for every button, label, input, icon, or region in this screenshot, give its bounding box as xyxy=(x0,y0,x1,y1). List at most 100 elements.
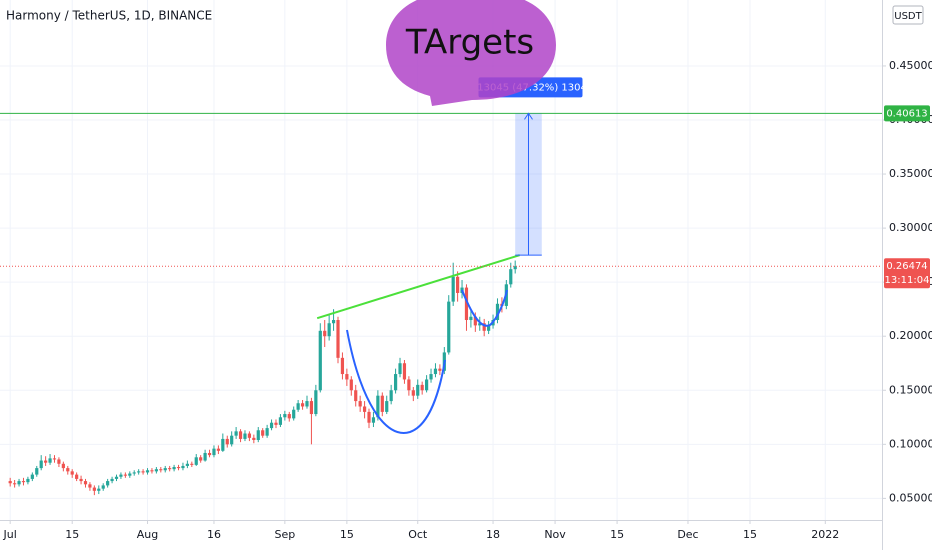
trendline xyxy=(316,254,520,320)
x-tick-label: Aug xyxy=(137,528,158,541)
candle-body xyxy=(482,323,486,331)
candle-body xyxy=(349,379,353,391)
chart-title: Harmony / TetherUS, 1D, BINANCE xyxy=(6,9,212,23)
candle-body xyxy=(402,363,407,380)
last-price-label: 0.26474 xyxy=(886,261,927,272)
candle-body xyxy=(234,431,238,436)
candle-body xyxy=(190,463,194,465)
candle-body xyxy=(150,470,154,472)
annotation-text: TArgets xyxy=(405,23,534,63)
candle-body xyxy=(83,481,88,485)
candle-body xyxy=(287,414,291,419)
candle-body xyxy=(159,469,163,471)
x-tick-label: Oct xyxy=(408,528,428,541)
candle-body xyxy=(362,406,367,412)
y-tick-label: 0.45000 xyxy=(889,59,932,72)
candle-body xyxy=(283,414,287,418)
candle-body xyxy=(57,459,61,464)
candle-body xyxy=(66,468,70,472)
candle-body xyxy=(487,325,491,331)
candle-body xyxy=(331,320,336,324)
x-tick-label: 15 xyxy=(340,528,354,541)
candle-body xyxy=(88,484,92,488)
candle-body xyxy=(318,330,322,391)
candle-body xyxy=(79,478,83,482)
candle-body xyxy=(212,448,216,456)
projection-label: 0.13045 (47.32%) 13045 xyxy=(468,82,593,93)
candle-body xyxy=(238,431,243,439)
candle-body xyxy=(345,374,349,380)
candle-body xyxy=(456,276,460,293)
candle-body xyxy=(398,363,402,375)
candle-body xyxy=(75,474,79,479)
candle-body xyxy=(393,374,398,391)
candle-body xyxy=(168,468,172,470)
candle-body xyxy=(185,463,189,466)
candle-body xyxy=(132,472,136,474)
unit-label: USDT xyxy=(894,11,922,22)
candle-body xyxy=(176,467,181,469)
candle-body xyxy=(154,469,158,472)
candle-body xyxy=(30,474,34,479)
candle-body xyxy=(420,384,424,391)
candle-body xyxy=(199,457,203,461)
y-tick-label: 0.30000 xyxy=(889,221,932,234)
candle-body xyxy=(438,368,442,371)
candle-body xyxy=(340,357,345,375)
candle-body xyxy=(305,401,309,407)
candle-body xyxy=(425,379,429,391)
candle-body xyxy=(309,401,314,415)
candle-body xyxy=(274,422,278,425)
candle-body xyxy=(8,481,12,484)
candle-body xyxy=(411,390,415,396)
candle-body xyxy=(194,457,198,465)
x-tick-label: Sep xyxy=(274,528,295,541)
x-tick-label: 15 xyxy=(610,528,624,541)
x-tick-label: 16 xyxy=(207,528,221,541)
candle-body xyxy=(203,452,207,461)
candle-body xyxy=(216,448,220,451)
x-tick-label: 18 xyxy=(486,528,500,541)
candle-body xyxy=(407,379,411,391)
candle-body xyxy=(119,474,123,477)
unit-box xyxy=(892,5,924,25)
y-tick-label: 0.05000 xyxy=(889,491,932,504)
candle-body xyxy=(433,368,438,375)
candle-body xyxy=(92,487,96,491)
candle-body xyxy=(314,390,318,415)
candle-body xyxy=(469,316,473,320)
candle-body xyxy=(278,417,283,425)
candle-body xyxy=(207,452,212,456)
x-tick-label: 15 xyxy=(65,528,79,541)
candle-body xyxy=(327,323,331,337)
candle-body xyxy=(172,467,176,470)
candle-body xyxy=(385,401,389,412)
candle-body xyxy=(145,470,150,473)
candle-body xyxy=(225,438,229,445)
candle-body xyxy=(252,437,256,440)
candle-body xyxy=(451,276,455,302)
candle-body xyxy=(416,384,420,396)
candle-body xyxy=(13,483,17,485)
candle-body xyxy=(269,422,274,429)
candle-body xyxy=(464,287,469,320)
candle-body xyxy=(376,395,380,418)
candle-body xyxy=(181,465,185,469)
candle-body xyxy=(473,316,477,326)
candle-body xyxy=(509,269,513,285)
candle-body xyxy=(106,481,110,486)
candle-body xyxy=(141,471,145,473)
x-tick-label: Jul xyxy=(3,528,17,541)
candle-body xyxy=(495,303,500,320)
plot xyxy=(8,260,517,496)
candle-body xyxy=(114,476,119,479)
candle-body xyxy=(26,478,30,483)
annotation-bubble xyxy=(386,0,556,106)
target-label-box xyxy=(884,105,930,122)
candle-body xyxy=(44,460,48,463)
candle-body xyxy=(243,433,247,439)
x-tick-label: Nov xyxy=(544,528,566,541)
candle-body xyxy=(265,428,269,436)
